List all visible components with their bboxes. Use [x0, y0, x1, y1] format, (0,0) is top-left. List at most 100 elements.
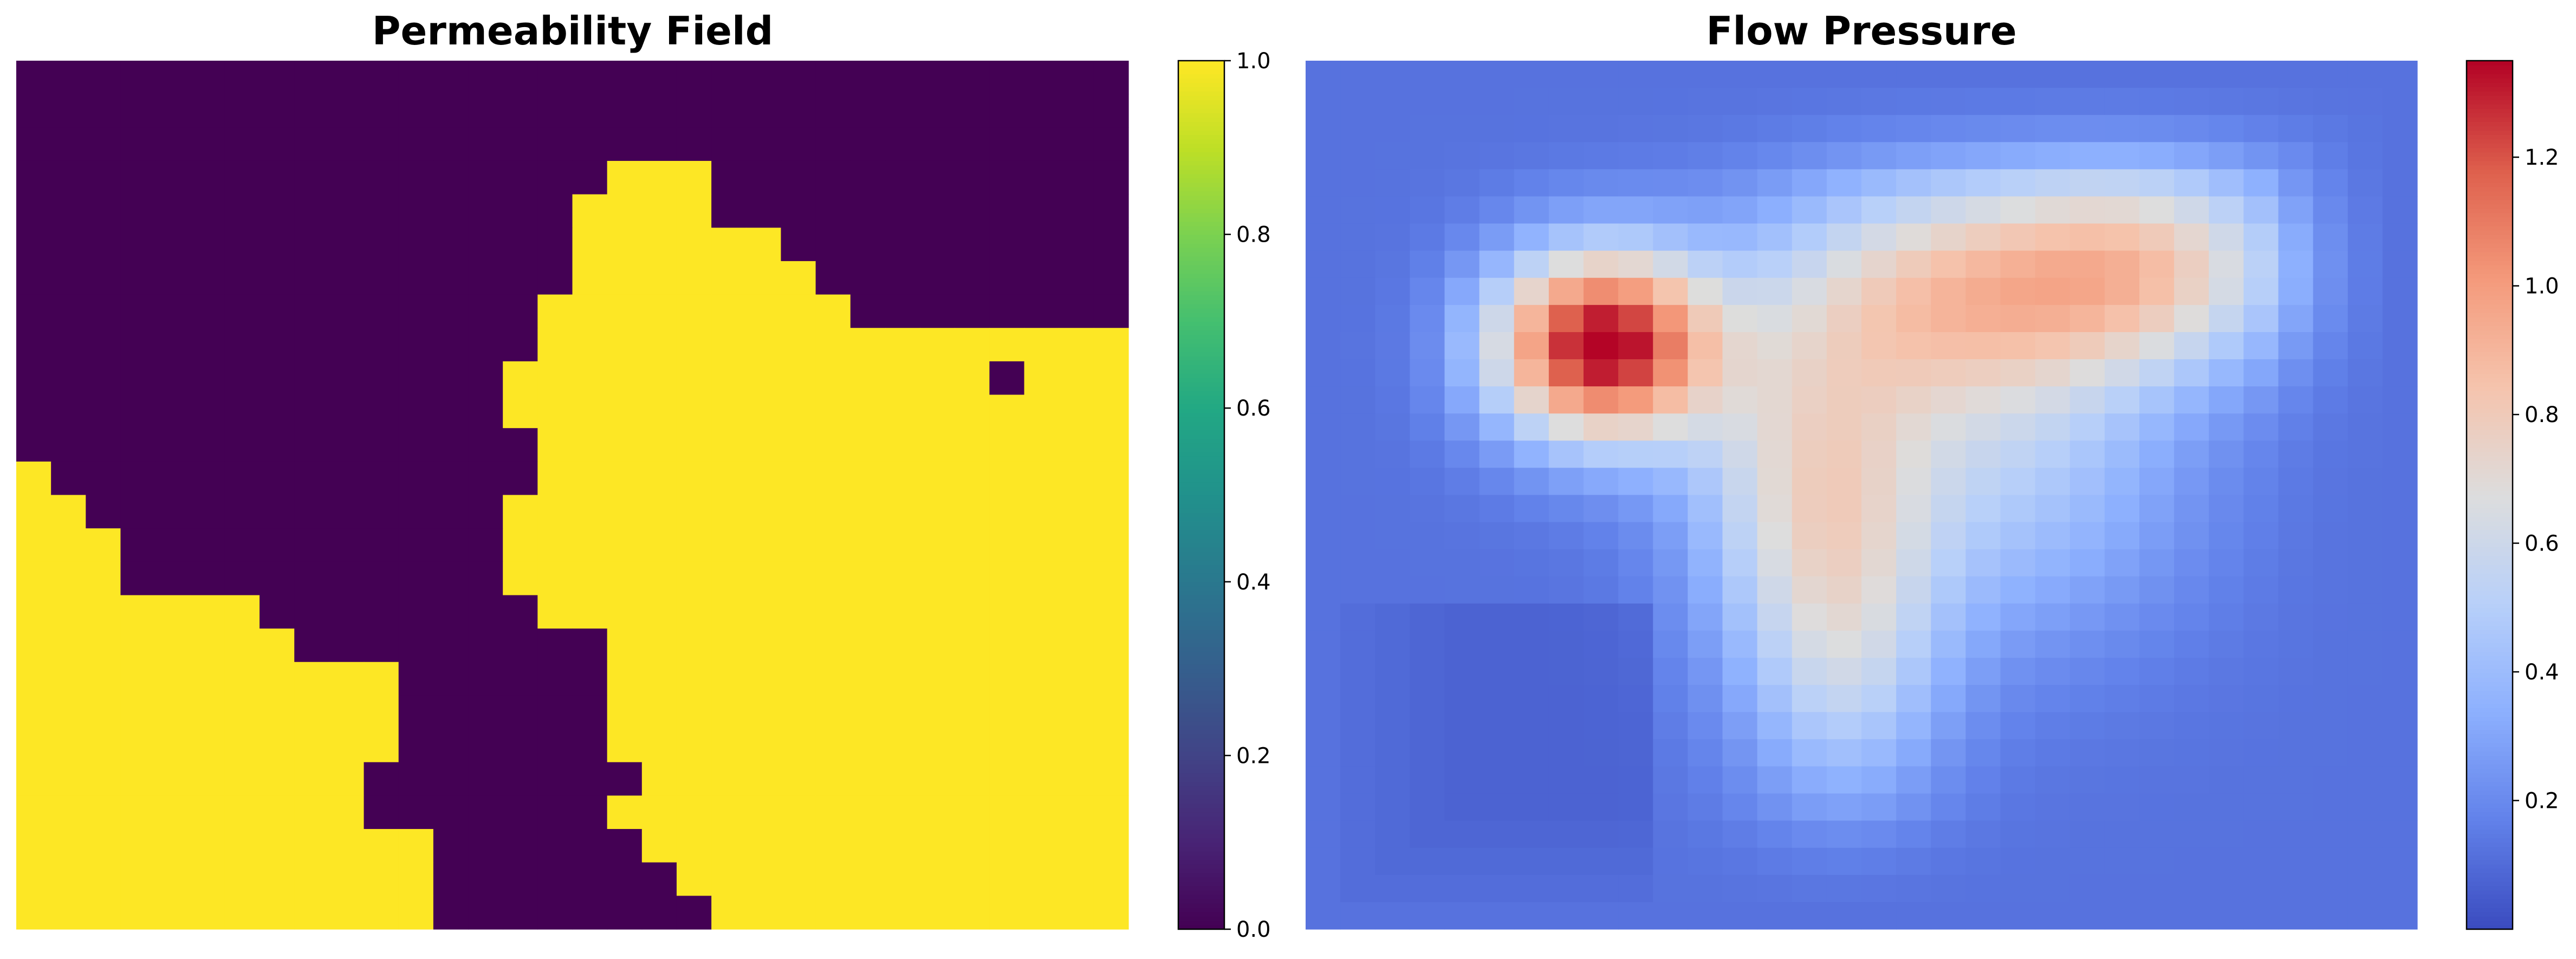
heatmap-cell	[398, 595, 434, 629]
heatmap-cell	[1479, 874, 1515, 903]
heatmap-cell	[572, 762, 608, 796]
heatmap-cell	[1965, 712, 2001, 740]
heatmap-cell	[1340, 874, 1375, 903]
heatmap-cell	[1059, 829, 1094, 863]
heatmap-cell	[294, 528, 330, 562]
heatmap-cell	[294, 662, 330, 696]
heatmap-cell	[711, 160, 747, 195]
heatmap-cell	[1059, 394, 1094, 429]
heatmap-cell	[51, 628, 86, 663]
heatmap-cell	[190, 595, 225, 629]
heatmap-cell	[1757, 766, 1793, 794]
heatmap-cell	[2278, 495, 2314, 523]
heatmap-cell	[433, 762, 469, 796]
heatmap-cell	[1688, 847, 1723, 876]
heatmap-cell	[294, 228, 330, 262]
heatmap-cell	[676, 795, 712, 830]
heatmap-cell	[1653, 359, 1688, 387]
colorbar-segment	[1178, 625, 1224, 630]
colorbar-segment	[1178, 703, 1224, 709]
heatmap-cell	[1375, 658, 1410, 685]
heatmap-cell	[1340, 549, 1375, 577]
heatmap-cell	[1826, 902, 1862, 930]
heatmap-cell	[1861, 766, 1897, 794]
heatmap-cell	[2000, 277, 2036, 306]
heatmap-cell	[1548, 549, 1584, 577]
heatmap-cell	[1444, 332, 1480, 360]
colorbar-segment	[2467, 269, 2513, 274]
heatmap-cell	[2278, 304, 2314, 333]
heatmap-cell	[711, 294, 747, 328]
heatmap-cell	[1479, 603, 1515, 631]
heatmap-cell	[746, 896, 782, 930]
colorbar-segment	[2467, 503, 2513, 509]
heatmap-cell	[224, 528, 260, 562]
heatmap-cell	[1722, 766, 1758, 794]
heatmap-cell	[746, 261, 782, 295]
heatmap-cell	[1861, 142, 1897, 170]
heatmap-cell	[2209, 603, 2244, 631]
colorbar-tick-label: 1.2	[2525, 145, 2559, 170]
heatmap-cell	[1861, 902, 1897, 930]
colorbar-segment	[1178, 195, 1224, 200]
heatmap-cell	[2347, 495, 2383, 523]
heatmap-cell	[1584, 304, 1619, 333]
heatmap-cell	[1024, 428, 1060, 462]
heatmap-cell	[641, 394, 677, 429]
heatmap-cell	[86, 795, 121, 830]
heatmap-cell	[2278, 250, 2314, 278]
heatmap-cell	[2104, 658, 2140, 685]
heatmap-cell	[641, 795, 677, 830]
heatmap-cell	[1306, 142, 1341, 170]
colorbar-segment	[2467, 134, 2513, 140]
heatmap-cell	[781, 528, 816, 562]
colorbar-segment	[2467, 152, 2513, 157]
heatmap-cell	[920, 461, 955, 496]
heatmap-cell	[885, 695, 920, 729]
heatmap-cell	[2069, 142, 2105, 170]
heatmap-cell	[1479, 847, 1515, 876]
heatmap-cell	[1548, 359, 1584, 387]
heatmap-cell	[2139, 169, 2175, 197]
heatmap-cell	[1688, 874, 1723, 903]
permeability-panel: Permeability Field 0.00.20.40.60.81.0	[16, 8, 1271, 942]
heatmap-cell	[920, 662, 955, 696]
colorbar-tick-label: 0.2	[1236, 743, 1271, 768]
colorbar-segment	[2467, 347, 2513, 352]
heatmap-cell	[2104, 739, 2140, 767]
heatmap-cell	[51, 194, 86, 228]
heatmap-cell	[1965, 739, 2001, 767]
heatmap-cell	[989, 729, 1025, 763]
heatmap-cell	[86, 94, 121, 128]
heatmap-cell	[2104, 820, 2140, 848]
colorbar-segment	[2467, 360, 2513, 365]
heatmap-cell	[815, 829, 851, 863]
heatmap-cell	[16, 729, 51, 763]
heatmap-cell	[641, 61, 677, 95]
heatmap-cell	[746, 862, 782, 896]
heatmap-cell	[120, 528, 156, 562]
heatmap-cell	[1653, 413, 1688, 441]
colorbar-segment	[2467, 629, 2513, 634]
heatmap-cell	[329, 662, 365, 696]
heatmap-cell	[572, 361, 608, 396]
heatmap-cell	[1479, 332, 1515, 360]
colorbar-segment	[1178, 747, 1224, 752]
heatmap-cell	[1688, 522, 1723, 550]
heatmap-cell	[2104, 902, 2140, 930]
heatmap-cell	[2104, 603, 2140, 631]
colorbar-segment	[1178, 430, 1224, 435]
heatmap-cell	[433, 361, 469, 396]
colorbar-tick-label: 1.0	[1236, 49, 1271, 74]
heatmap-cell	[1444, 115, 1480, 142]
colorbar-segment	[1178, 564, 1224, 569]
heatmap-cell	[1444, 142, 1480, 170]
heatmap-cell	[1618, 820, 1653, 848]
heatmap-cell	[572, 595, 608, 629]
heatmap-cell	[989, 561, 1025, 596]
heatmap-cell	[1375, 685, 1410, 712]
heatmap-cell	[1375, 223, 1410, 251]
heatmap-cell	[920, 61, 955, 95]
heatmap-cell	[850, 428, 886, 462]
heatmap-cell	[955, 495, 990, 529]
